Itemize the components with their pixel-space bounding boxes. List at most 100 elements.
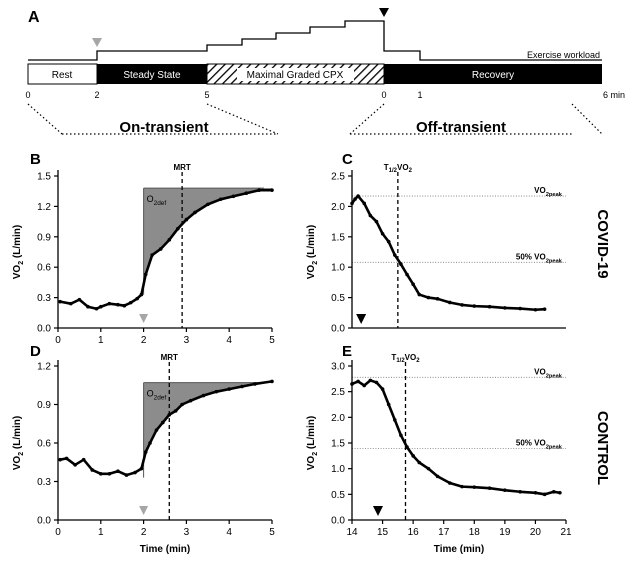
- x-tick-label: 5: [269, 335, 275, 346]
- vline-label: MRT: [161, 353, 178, 362]
- oxygen-deficit-area: [143, 188, 272, 275]
- vo2-point: [167, 238, 172, 242]
- vo2-point: [472, 485, 477, 489]
- x-axis-label: Time (min): [434, 544, 484, 555]
- vo2-point: [399, 262, 403, 266]
- peak-marker: [379, 8, 389, 17]
- x-tick-label: 15: [377, 527, 389, 538]
- vo2-point: [411, 282, 415, 287]
- zoom-lines: [27, 103, 603, 135]
- recovery-marker: [356, 314, 367, 324]
- y-tick-label: 1.5: [37, 172, 51, 183]
- y-tick-label: 0.3: [37, 477, 51, 488]
- vo2-point: [180, 402, 184, 407]
- y-tick-label: 0.5: [331, 293, 345, 304]
- vo2-point: [503, 306, 507, 310]
- vline-label: T1/2VO2: [384, 163, 413, 174]
- vo2-point: [231, 194, 236, 199]
- vo2-point: [173, 409, 178, 413]
- y-tick-label: 0.6: [37, 439, 51, 450]
- phase-label-rest: Rest: [52, 70, 73, 81]
- y-tick-label: 0.0: [331, 516, 345, 527]
- vo2-point: [448, 300, 452, 305]
- vo2-point: [460, 484, 464, 489]
- half-vo2peak-label: 50% VO2peak: [516, 252, 563, 264]
- vo2-point: [193, 210, 197, 215]
- vo2-point: [116, 469, 120, 474]
- vline-label: MRT: [173, 163, 190, 172]
- vo2-point: [188, 398, 193, 403]
- vo2-point: [380, 231, 385, 236]
- vo2-point: [487, 304, 492, 309]
- phase-label-bg: [237, 68, 354, 81]
- y-tick-label: 1.2: [37, 362, 51, 373]
- x-tick-label: 0: [55, 335, 61, 346]
- onset-marker: [139, 314, 149, 323]
- protocol-tick-0: 0: [25, 90, 30, 100]
- x-tick-label: 1: [98, 335, 104, 346]
- vo2-point: [176, 226, 180, 231]
- vo2-point: [161, 420, 165, 425]
- vo2-point: [393, 418, 397, 422]
- vo2-point: [558, 490, 562, 495]
- y-tick-label: 2.0: [331, 413, 345, 424]
- deficit-label: O2def: [147, 194, 167, 207]
- vo2-point: [218, 197, 223, 202]
- vo2-point: [435, 297, 440, 301]
- x-tick-label: 3: [184, 335, 190, 346]
- y-tick-label: 0.3: [37, 293, 51, 304]
- vo2-point: [393, 253, 397, 257]
- y-tick-label: 0.0: [331, 324, 345, 335]
- vo2-point: [201, 393, 206, 398]
- y-tick-label: 0.0: [37, 324, 51, 335]
- workload-label: Exercise workload: [527, 50, 600, 60]
- vo2-point: [460, 303, 464, 307]
- vo2-point: [426, 466, 431, 471]
- vo2-point: [253, 382, 257, 386]
- onset-marker: [139, 506, 149, 515]
- panel-label-b: B: [30, 151, 41, 168]
- vo2-point: [542, 492, 547, 497]
- vo2-point: [128, 300, 133, 305]
- vo2-point: [533, 490, 538, 495]
- x-tick-label: 4: [226, 335, 232, 346]
- vo2-point: [167, 412, 172, 417]
- x-tick-label: 0: [55, 527, 61, 538]
- vo2-point: [122, 303, 127, 308]
- vo2-point: [405, 272, 409, 277]
- vo2-point: [90, 468, 95, 472]
- x-tick-label: 1: [98, 527, 104, 538]
- vo2-point: [107, 301, 112, 306]
- x-tick-label: 16: [408, 527, 420, 538]
- row-label-control: CONTROL: [594, 411, 611, 485]
- y-tick-label: 3.0: [331, 362, 345, 373]
- vo2-point: [405, 445, 409, 449]
- vo2-point: [124, 473, 129, 477]
- y-tick-label: 2.5: [331, 172, 345, 183]
- y-axis-label: VO2 (L/min): [12, 225, 25, 279]
- vo2-point: [244, 191, 249, 196]
- vo2-point: [73, 463, 77, 467]
- vo2-point: [448, 481, 452, 485]
- vo2-point: [154, 428, 159, 432]
- vo2-point: [374, 219, 379, 224]
- y-tick-label: 1.5: [331, 232, 345, 243]
- vo2peak-label: VO2peak: [534, 186, 563, 198]
- vo2-point: [94, 306, 99, 311]
- vo2-point: [139, 292, 144, 297]
- vo2peak-label: VO2peak: [534, 367, 563, 379]
- x-tick-label: 20: [530, 527, 542, 538]
- vo2-point: [99, 304, 103, 309]
- x-tick-label: 21: [560, 527, 572, 538]
- y-tick-label: 0.5: [331, 490, 345, 501]
- x-tick-label: 18: [469, 527, 481, 538]
- y-axis-label: VO2 (L/min): [306, 416, 319, 470]
- protocol-tick-r1: 1: [417, 90, 422, 100]
- x-tick-label: 2: [141, 527, 147, 538]
- vo2-point: [353, 197, 357, 201]
- vo2-point: [426, 295, 431, 300]
- vo2-point: [368, 213, 373, 218]
- vo2-point: [206, 202, 210, 207]
- phase-label-cpx: Maximal Graded CPX: [247, 70, 344, 81]
